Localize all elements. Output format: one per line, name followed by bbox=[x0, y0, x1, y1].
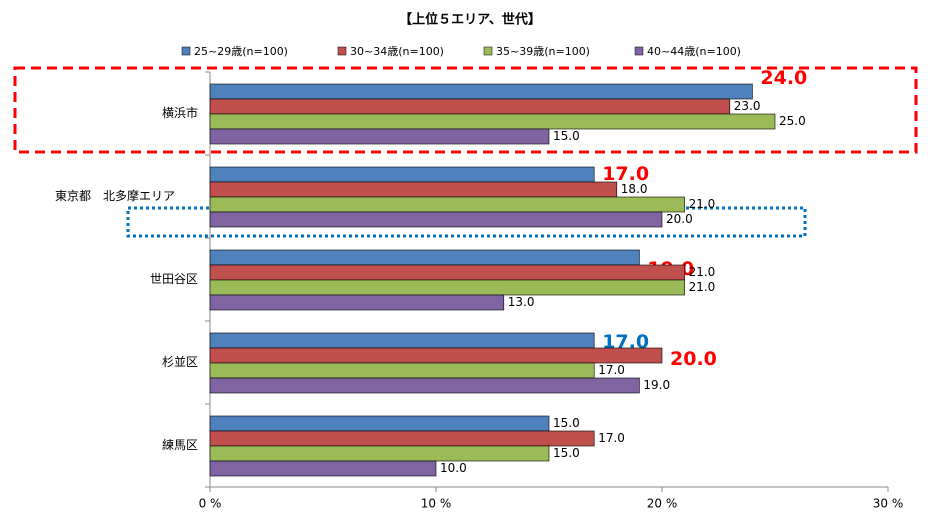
bar bbox=[209, 294, 505, 311]
value-label: 15.0 bbox=[553, 129, 580, 143]
bar bbox=[209, 98, 731, 115]
highlight-box bbox=[13, 66, 918, 154]
y-tick-label: 東京都 北多摩エリア bbox=[55, 188, 175, 203]
value-label: 19.0 bbox=[643, 378, 670, 392]
value-label: 13.0 bbox=[508, 295, 535, 309]
chart-title: 【上位５エリア、世代】 bbox=[399, 12, 541, 28]
bar bbox=[209, 430, 595, 447]
value-label: 20.0 bbox=[670, 348, 717, 370]
bar bbox=[209, 377, 640, 394]
value-label: 15.0 bbox=[553, 446, 580, 460]
bar bbox=[209, 249, 640, 266]
x-tick-label: 30 % bbox=[873, 497, 904, 511]
value-label: 10.0 bbox=[440, 461, 467, 475]
bar bbox=[209, 166, 595, 183]
bar bbox=[209, 83, 753, 100]
value-label: 25.0 bbox=[779, 114, 806, 128]
bar bbox=[209, 460, 437, 477]
bar bbox=[209, 332, 595, 349]
value-label: 17.0 bbox=[602, 331, 649, 353]
bar bbox=[209, 128, 550, 145]
y-tick-label: 杉並区 bbox=[162, 355, 198, 369]
value-label: 21.0 bbox=[689, 265, 716, 279]
value-label: 18.0 bbox=[621, 182, 648, 196]
y-tick-label: 練馬区 bbox=[162, 438, 198, 452]
legend-swatch bbox=[181, 46, 191, 56]
bar bbox=[209, 445, 550, 462]
legend-label: 35~39歳(n=100) bbox=[496, 45, 590, 58]
value-label: 15.0 bbox=[553, 416, 580, 430]
bar bbox=[209, 264, 685, 281]
value-label: 17.0 bbox=[602, 163, 649, 185]
bar bbox=[209, 279, 685, 296]
legend-label: 30~34歳(n=100) bbox=[350, 45, 444, 58]
value-label: 17.0 bbox=[598, 431, 625, 445]
bar bbox=[209, 347, 663, 364]
value-label: 21.0 bbox=[689, 280, 716, 294]
legend-swatch bbox=[337, 46, 347, 56]
value-label: 21.0 bbox=[689, 197, 716, 211]
y-tick-label: 横浜市 bbox=[162, 105, 198, 120]
bar bbox=[209, 181, 618, 198]
value-label: 23.0 bbox=[734, 99, 761, 113]
bar bbox=[209, 113, 776, 130]
value-label: 24.0 bbox=[760, 67, 807, 89]
legend-swatch bbox=[634, 46, 644, 56]
legend-label: 40~44歳(n=100) bbox=[647, 45, 741, 58]
bar bbox=[209, 196, 685, 213]
legend-label: 25~29歳(n=100) bbox=[194, 45, 288, 58]
bar bbox=[209, 362, 595, 379]
legend-swatch bbox=[483, 46, 493, 56]
bar bbox=[209, 211, 663, 228]
y-tick-label: 世田谷区 bbox=[150, 272, 198, 286]
value-label: 20.0 bbox=[666, 212, 693, 226]
x-tick-label: 0 % bbox=[199, 497, 222, 511]
x-tick-label: 10 % bbox=[421, 497, 452, 511]
x-tick-label: 20 % bbox=[647, 497, 678, 511]
bar bbox=[209, 415, 550, 432]
value-label: 17.0 bbox=[598, 363, 625, 377]
